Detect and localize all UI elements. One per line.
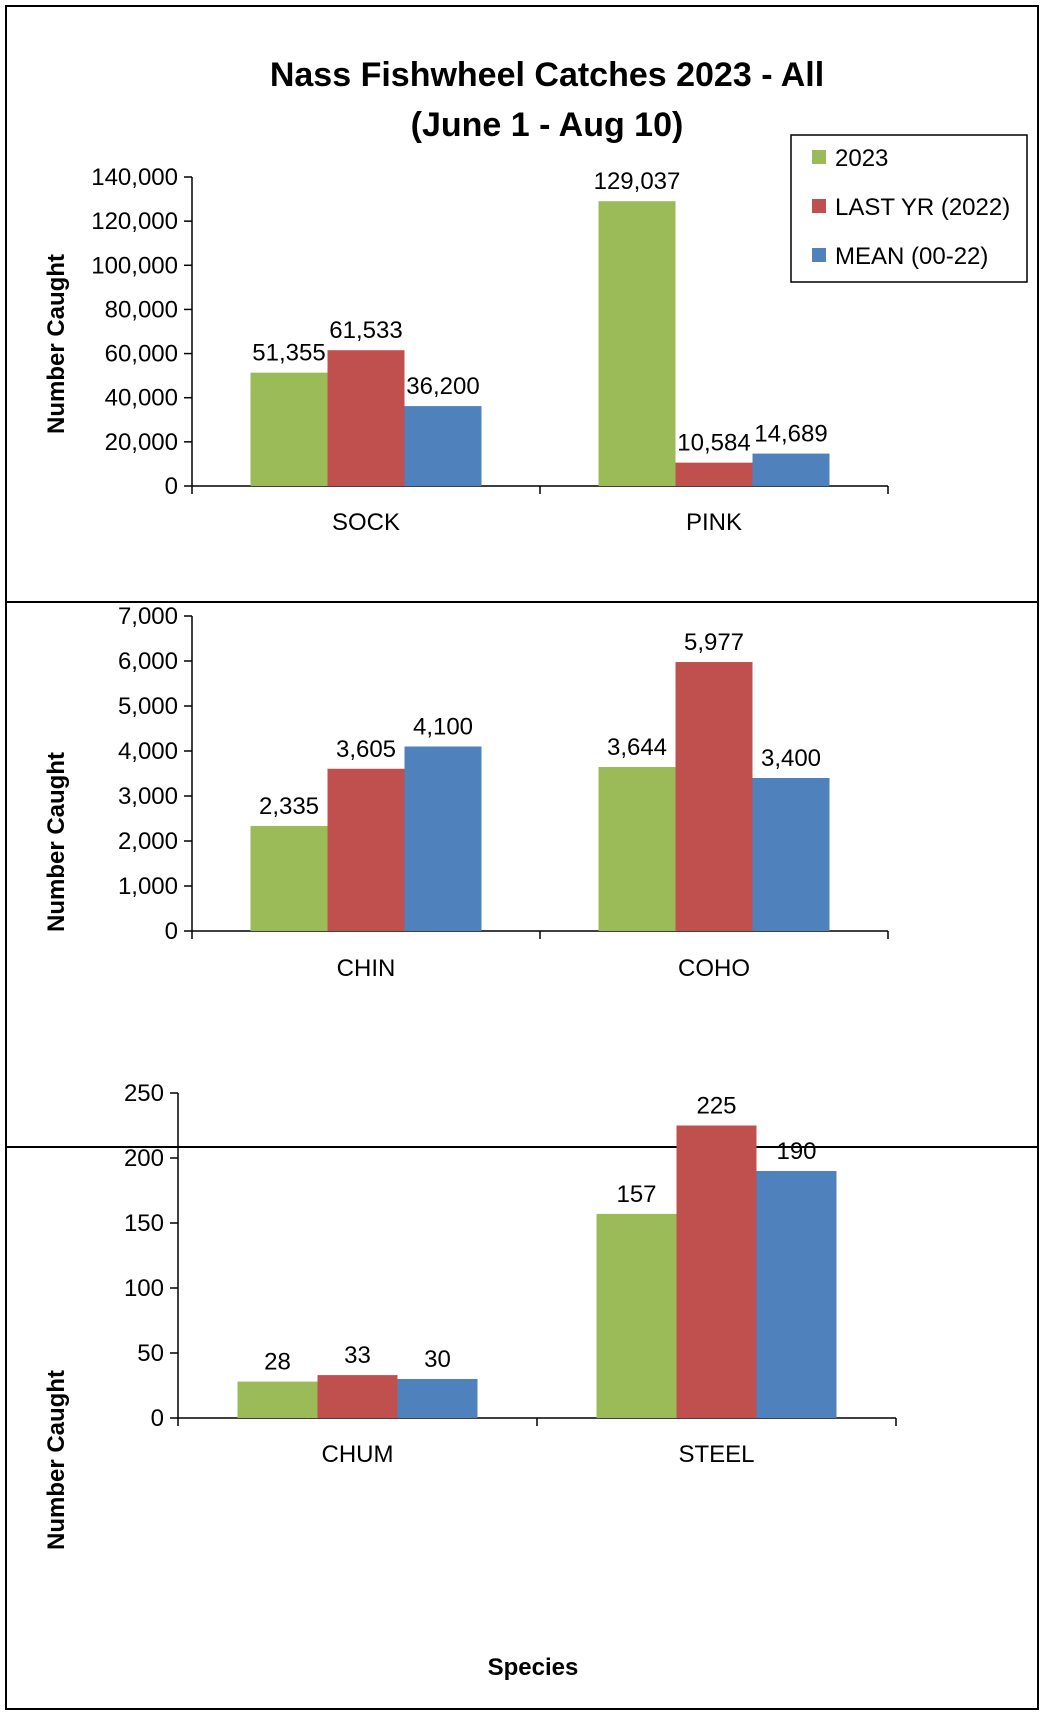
y-tick-label: 50 <box>137 1340 164 1367</box>
bar-chum-mean-00-22 <box>397 1379 478 1418</box>
data-label-coho-2023: 3,644 <box>607 734 667 761</box>
data-label-steel-mean-00-22: 190 <box>776 1138 816 1165</box>
x-category-label-chum: CHUM <box>322 1441 394 1468</box>
bar-sock-2023 <box>250 372 328 486</box>
bar-pink-last-yr-2022 <box>675 462 753 486</box>
y-tick-label: 250 <box>124 1080 164 1107</box>
data-label-chin-2023: 2,335 <box>259 793 319 820</box>
bar-coho-2023 <box>598 767 676 931</box>
legend: 2023 LAST YR (2022) MEAN (00-22) <box>790 134 1028 283</box>
y-tick-label: 0 <box>151 1405 164 1432</box>
bar-pink-2023 <box>598 201 676 487</box>
data-label-chum-2023: 28 <box>264 1349 291 1376</box>
y-tick-label: 5,000 <box>118 693 178 720</box>
y-tick-label: 200 <box>124 1145 164 1172</box>
data-label-sock-mean-00-22: 36,200 <box>406 373 479 400</box>
data-label-pink-2023: 129,037 <box>594 168 681 195</box>
y-tick-label: 120,000 <box>91 208 178 235</box>
y-axis-title-panel-3: Number Caught <box>43 1370 70 1550</box>
x-category-label-coho: COHO <box>678 955 750 982</box>
data-label-steel-2023: 157 <box>616 1181 656 1208</box>
legend-label-mean: MEAN (00-22) <box>835 243 988 270</box>
legend-swatch-last-yr <box>812 199 826 213</box>
y-tick-label: 0 <box>165 918 178 945</box>
y-tick-label: 40,000 <box>105 385 178 412</box>
x-category-label-sock: SOCK <box>332 509 400 536</box>
bar-steel-last-yr-2022 <box>676 1125 757 1418</box>
y-tick-label: 6,000 <box>118 648 178 675</box>
x-category-label-chin: CHIN <box>337 955 396 982</box>
y-tick-label: 4,000 <box>118 738 178 765</box>
bar-coho-mean-00-22 <box>752 778 830 931</box>
data-label-chum-mean-00-22: 30 <box>424 1346 451 1373</box>
x-category-label-steel: STEEL <box>678 1441 754 1468</box>
y-tick-label: 0 <box>165 473 178 500</box>
data-label-sock-last-yr-2022: 61,533 <box>329 317 402 344</box>
y-tick-label: 150 <box>124 1210 164 1237</box>
y-tick-label: 100,000 <box>91 252 178 279</box>
legend-box <box>790 134 1028 283</box>
plot-panel-chum-steel: 0 50 100 150 200 250 28 33 30 CHUM 157 225 190 STEEL <box>124 1080 897 1468</box>
data-label-chin-mean-00-22: 4,100 <box>413 714 473 741</box>
y-tick-label: 20,000 <box>105 429 178 456</box>
legend-swatch-2023 <box>812 150 826 164</box>
plot-panel-sock-pink: 0 20,000 40,000 60,000 80,000 100,000 120,000 1… <box>91 164 889 536</box>
y-tick-label: 100 <box>124 1275 164 1302</box>
bar-sock-last-yr-2022 <box>327 350 405 486</box>
bar-chin-mean-00-22 <box>404 746 482 931</box>
data-label-coho-mean-00-22: 3,400 <box>761 745 821 772</box>
data-label-pink-last-yr-2022: 10,584 <box>677 430 750 457</box>
data-label-chum-last-yr-2022: 33 <box>344 1342 371 1369</box>
data-label-sock-2023: 51,355 <box>252 340 325 367</box>
data-label-coho-last-yr-2022: 5,977 <box>684 629 744 656</box>
data-label-pink-mean-00-22: 14,689 <box>754 421 827 448</box>
data-label-steel-last-yr-2022: 225 <box>696 1093 736 1120</box>
bar-chum-2023 <box>237 1381 318 1418</box>
bar-chum-last-yr-2022 <box>317 1375 398 1418</box>
bar-sock-mean-00-22 <box>404 406 482 486</box>
bar-chin-last-yr-2022 <box>327 768 405 931</box>
y-axis-title-panel-2: Number Caught <box>43 752 70 932</box>
bar-chin-2023 <box>250 825 328 931</box>
legend-label-2023: 2023 <box>835 145 888 172</box>
legend-swatch-mean <box>812 248 826 262</box>
figure-frame <box>5 5 1039 1710</box>
y-tick-label: 80,000 <box>105 296 178 323</box>
y-tick-label: 1,000 <box>118 873 178 900</box>
y-tick-label: 2,000 <box>118 828 178 855</box>
y-tick-label: 60,000 <box>105 341 178 368</box>
chart-title-line-2: (June 1 - Aug 10) <box>411 106 684 144</box>
legend-label-last-yr: LAST YR (2022) <box>835 194 1010 221</box>
data-label-chin-last-yr-2022: 3,605 <box>336 736 396 763</box>
bar-steel-2023 <box>596 1213 677 1418</box>
y-tick-label: 7,000 <box>118 603 178 630</box>
y-axis-title-panel-1: Number Caught <box>43 254 70 434</box>
bar-steel-mean-00-22 <box>756 1171 837 1418</box>
chart-title-line-1: Nass Fishwheel Catches 2023 - All <box>270 56 824 94</box>
x-category-label-pink: PINK <box>686 509 742 536</box>
y-tick-label: 140,000 <box>91 164 178 191</box>
y-tick-label: 3,000 <box>118 783 178 810</box>
plot-panel-chin-coho: 0 1,000 2,000 3,000 4,000 5,000 6,000 7,000 2,33… <box>118 603 889 982</box>
bar-pink-mean-00-22 <box>752 453 830 486</box>
x-axis-title: Species <box>488 1654 579 1681</box>
bar-coho-last-yr-2022 <box>675 662 753 931</box>
